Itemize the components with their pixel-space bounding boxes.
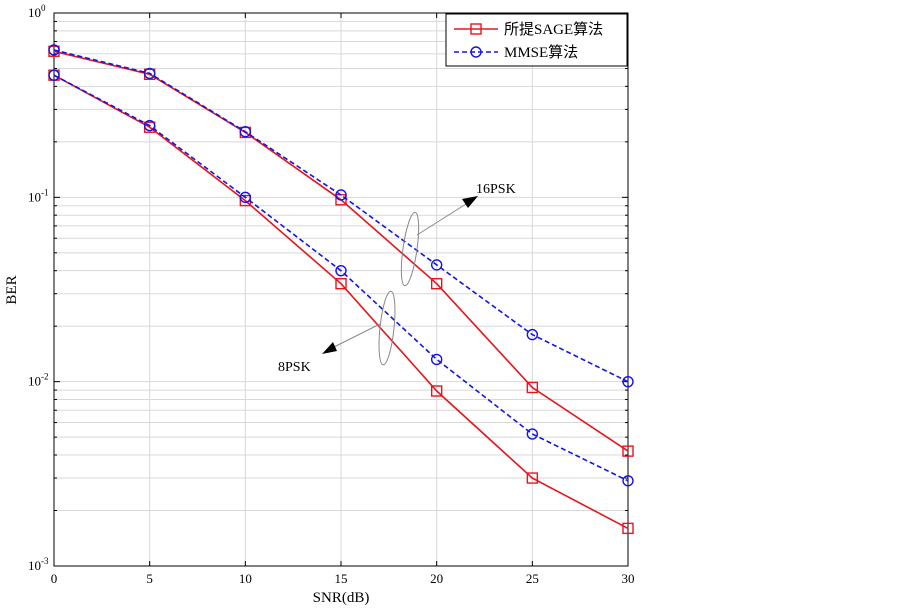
x-tick-labels: 0 5 10 15 20 25 30 <box>51 571 635 586</box>
data-point-circle <box>622 375 634 388</box>
legend-label-mmse: MMSE算法 <box>504 43 578 61</box>
data-point-circle <box>239 126 252 138</box>
legend-marker-circle <box>470 46 482 58</box>
data-point-square <box>335 194 347 206</box>
data-point-circle <box>239 191 252 204</box>
series-8psk-mmse <box>48 69 634 487</box>
y-tick-label: 10-1 <box>28 187 49 204</box>
legend-item-sage: 所提SAGE算法 <box>454 20 603 38</box>
x-tick-label: 0 <box>51 571 58 586</box>
x-tick-label: 5 <box>146 571 153 586</box>
data-point-circle <box>335 189 347 201</box>
data-point-square <box>622 522 634 535</box>
x-tick-label: 25 <box>526 571 539 586</box>
y-tick-label: 10-2 <box>28 372 49 389</box>
legend-item-mmse: MMSE算法 <box>454 43 578 61</box>
data-point-square <box>430 277 443 290</box>
data-point-circle <box>143 119 156 132</box>
annotation-16psk-leader <box>416 203 467 236</box>
series-line <box>53 74 629 482</box>
data-point-circle <box>430 353 443 366</box>
legend-label-sage: 所提SAGE算法 <box>504 20 603 38</box>
x-tick-label: 30 <box>622 571 635 586</box>
data-point-square <box>622 445 634 457</box>
annotation-8psk: 8PSK <box>278 290 396 375</box>
data-point-square <box>430 385 443 397</box>
data-point-circle <box>143 67 156 80</box>
data-point-circle <box>526 328 539 341</box>
annotation-16psk-arrowhead <box>462 196 478 208</box>
y-tick-label: 10-3 <box>28 556 49 573</box>
x-tick-label: 10 <box>239 571 252 586</box>
x-tick-label: 20 <box>430 571 443 586</box>
data-point-circle <box>622 475 634 487</box>
annotation-8psk-label: 8PSK <box>278 360 311 375</box>
series-line <box>53 49 629 383</box>
axis-ticks <box>53 13 629 567</box>
y-tick-label: 100 <box>28 3 46 20</box>
series-16psk-mmse <box>48 44 634 388</box>
series-line <box>53 74 629 530</box>
series-layer <box>48 44 634 535</box>
legend: 所提SAGE算法 MMSE算法 <box>445 13 628 67</box>
data-point-circle <box>48 69 60 81</box>
data-point-square <box>526 472 539 484</box>
annotation-16psk-label: 16PSK <box>476 182 516 197</box>
annotation-8psk-ellipse <box>378 290 396 366</box>
y-tick-labels: 100 10-1 10-2 10-3 <box>28 3 49 573</box>
annotation-8psk-arrowhead <box>322 342 337 354</box>
data-point-circle <box>430 259 443 271</box>
data-point-circle <box>48 44 60 56</box>
annotation-16psk-ellipse <box>400 211 420 287</box>
x-tick-label: 15 <box>335 571 348 586</box>
legend-marker-square <box>470 23 482 35</box>
x-axis-title: SNR(dB) <box>313 590 370 606</box>
data-point-square <box>526 381 539 394</box>
annotation-16psk: 16PSK <box>400 182 516 287</box>
y-axis-title: BER <box>4 275 20 304</box>
data-point-square <box>335 277 347 290</box>
data-point-circle <box>526 428 539 440</box>
annotation-8psk-leader <box>333 323 381 348</box>
data-point-circle <box>335 264 347 277</box>
